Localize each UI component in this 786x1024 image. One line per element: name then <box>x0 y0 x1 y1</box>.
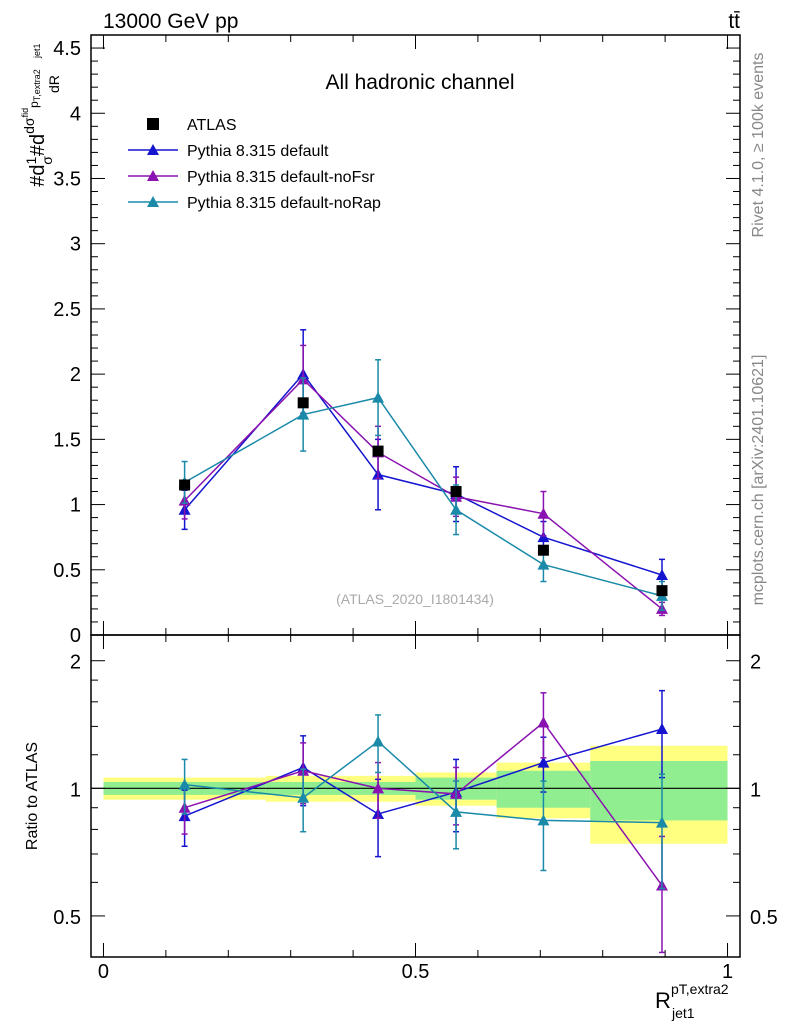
x-tick-label: 1 <box>722 961 733 983</box>
series-point-norap <box>450 503 463 515</box>
main-series <box>178 329 668 617</box>
ratio-stat-uncertainty-band <box>590 761 728 821</box>
ratio-line-default <box>184 728 663 817</box>
main-y-tick-label: 4 <box>70 103 81 125</box>
legend-nofsr-marker <box>147 170 159 181</box>
main-panel: 0 0.5 1 1.5 2 2.5 3 3.5 4 4.5 All hadronic channe… <box>20 34 741 647</box>
ratio-point-norap <box>297 791 310 803</box>
x-axis-label-sup: pT,extra2 <box>671 981 729 997</box>
main-y-tick-label: 0.5 <box>53 560 81 582</box>
ratio-y-tick-label: 0.5 <box>53 907 81 929</box>
legend-default-marker <box>147 144 159 155</box>
legend-norap-label: Pythia 8.315 default-noRap <box>187 195 381 212</box>
series-point-default <box>655 569 668 580</box>
atlas-data-point <box>450 486 462 498</box>
main-y-tick-label: 2.5 <box>53 299 81 321</box>
analysis-label: (ATLAS_2020_I1801434) <box>336 591 494 607</box>
series-line-nofsr <box>184 378 663 610</box>
main-y-tick-label: 0 <box>70 625 81 647</box>
process-label: tt̄ <box>728 10 740 33</box>
ratio-point-norap <box>655 816 668 828</box>
main-y-tick-label: 1.5 <box>53 429 81 451</box>
main-y-axis-label-jet1: jet1 <box>32 43 42 59</box>
ratio-panel: 0 0.5 1 0.5 0.5 1 1 2 2 Ratio to ATLAS <box>24 634 778 983</box>
ratio-y-tick-label: 2 <box>70 652 81 674</box>
ratio-line-nofsr <box>184 721 663 886</box>
ratio-y-tick-label-right: 1 <box>750 779 761 801</box>
ratio-y-axis-label: Ratio to ATLAS <box>24 742 41 850</box>
main-axis-ticks: 0 0.5 1 1.5 2 2.5 3 3.5 4 4.5 <box>53 35 740 647</box>
series-point-norap <box>297 408 310 420</box>
mcplots-label: mcplots.cern.ch [arXiv:2401.10621] <box>750 355 767 606</box>
ratio-axis-ticks: 0 0.5 1 0.5 0.5 1 1 2 2 <box>53 635 778 983</box>
legend-norap-marker <box>147 196 159 207</box>
legend-atlas-marker <box>147 118 159 130</box>
atlas-data-point <box>179 479 191 491</box>
ratio-point-default <box>655 723 668 735</box>
legend-atlas-label: ATLAS <box>187 117 237 134</box>
x-tick-label: 0 <box>98 961 109 983</box>
main-y-axis-label-text: #d1σ#ddσfidpT,extra2 <box>20 69 55 187</box>
x-axis-label: R pT,extra2 jet1 <box>655 981 729 1021</box>
ratio-y-tick-label-right: 2 <box>750 652 761 674</box>
energy-label: 13000 GeV pp <box>103 10 238 33</box>
atlas-data-point <box>297 397 309 409</box>
ratio-point-norap <box>537 814 550 826</box>
series-line-norap <box>184 396 663 597</box>
atlas-data-points <box>179 397 668 597</box>
main-y-tick-label: 3.5 <box>53 168 81 190</box>
main-y-tick-label: 3 <box>70 234 81 256</box>
ratio-point-norap <box>178 778 191 790</box>
main-y-axis-label-dR: dR <box>46 75 62 93</box>
ratio-uncertainty-bands <box>103 745 728 844</box>
main-y-tick-label: 4.5 <box>53 38 81 60</box>
legend-nofsr-label: Pythia 8.315 default-noFsr <box>187 169 375 186</box>
legend-default-label: Pythia 8.315 default <box>187 143 329 160</box>
atlas-data-point <box>537 544 549 556</box>
ratio-point-nofsr <box>372 782 385 794</box>
main-y-axis-label: #d1σ#ddσfidpT,extra2 dR jet1 <box>20 43 62 186</box>
series-point-norap <box>537 558 550 570</box>
x-axis-label-main: R <box>655 988 671 1013</box>
ratio-point-nofsr <box>537 716 550 728</box>
main-y-tick-label: 1 <box>70 495 81 517</box>
series-point-nofsr <box>537 507 550 519</box>
ratio-line-norap <box>184 740 663 824</box>
ratio-point-default <box>537 756 550 768</box>
ratio-y-tick-label: 1 <box>70 779 81 801</box>
ratio-point-norap <box>372 735 385 747</box>
x-axis-label-sub: jet1 <box>671 1005 695 1021</box>
ratio-point-norap <box>450 805 463 817</box>
series-line-default <box>184 372 663 576</box>
main-y-tick-label: 2 <box>70 364 81 386</box>
chart-title: All hadronic channel <box>325 71 514 94</box>
atlas-data-point <box>656 585 668 597</box>
ratio-y-tick-label-right: 0.5 <box>750 907 778 929</box>
legend: ATLAS Pythia 8.315 default Pythia 8.315 … <box>128 117 381 212</box>
series-point-default <box>537 531 550 543</box>
x-tick-label: 0.5 <box>402 961 430 983</box>
atlas-data-point <box>372 445 384 457</box>
rivet-label: Rivet 4.1.0, ≥ 100k events <box>750 53 767 238</box>
ratio-series <box>178 689 668 954</box>
series-point-norap <box>372 391 385 403</box>
